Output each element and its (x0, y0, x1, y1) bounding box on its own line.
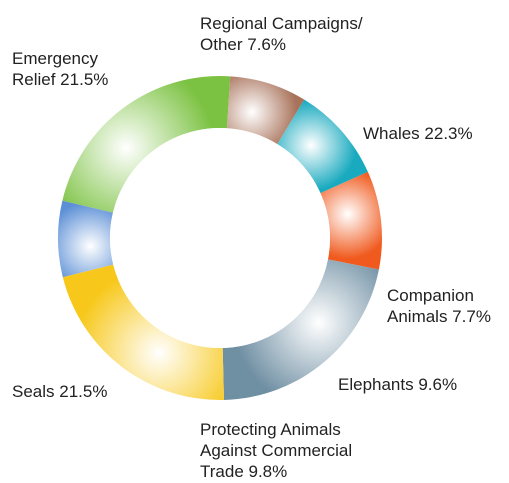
donut-slice-2 (226, 76, 305, 145)
donut-slice-6 (62, 264, 224, 400)
donut-slice-5 (222, 259, 379, 400)
donut-slice-3 (277, 99, 368, 194)
label-seals: Seals 21.5% (12, 382, 108, 401)
label-protecting-animals: Protecting Animals Against Commercial Tr… (200, 420, 353, 481)
donut-slices (57, 76, 382, 400)
donut-hole (110, 128, 330, 348)
donut-slice-0 (57, 200, 114, 278)
label-companion-animals: Companion Animals 7.7% (387, 286, 491, 326)
donut-slice-4 (320, 171, 382, 270)
label-regional-campaigns: Regional Campaigns/ Other 7.6% (200, 14, 363, 54)
donut-slice-1 (62, 76, 231, 213)
label-emergency-relief: Emergency Relief 21.5% (12, 49, 109, 89)
label-elephants: Elephants 9.6% (338, 375, 458, 394)
label-whales: Whales 22.3% (363, 124, 473, 143)
